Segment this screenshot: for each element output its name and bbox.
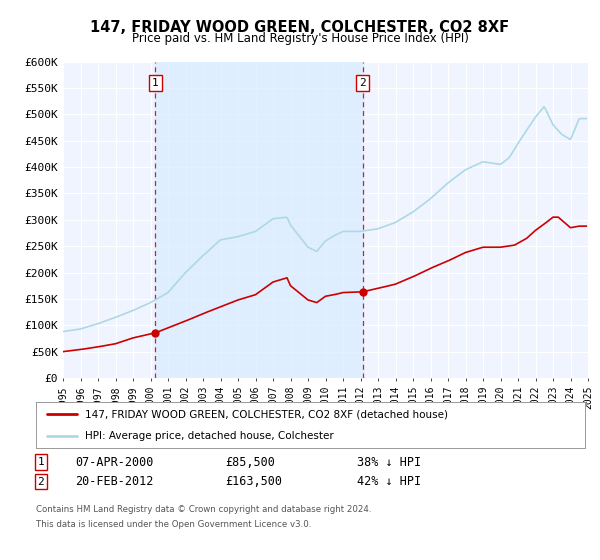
Text: 1: 1 [37,457,44,467]
Text: £163,500: £163,500 [225,475,282,488]
Text: 1: 1 [152,78,158,88]
Text: Contains HM Land Registry data © Crown copyright and database right 2024.: Contains HM Land Registry data © Crown c… [36,505,371,514]
Text: Price paid vs. HM Land Registry's House Price Index (HPI): Price paid vs. HM Land Registry's House … [131,32,469,45]
Text: HPI: Average price, detached house, Colchester: HPI: Average price, detached house, Colc… [85,431,334,441]
Text: 38% ↓ HPI: 38% ↓ HPI [357,455,421,469]
Text: 147, FRIDAY WOOD GREEN, COLCHESTER, CO2 8XF (detached house): 147, FRIDAY WOOD GREEN, COLCHESTER, CO2 … [85,409,448,419]
Bar [155,62,363,378]
Text: 2: 2 [359,78,366,88]
Text: 147, FRIDAY WOOD GREEN, COLCHESTER, CO2 8XF: 147, FRIDAY WOOD GREEN, COLCHESTER, CO2 … [91,20,509,35]
Text: 42% ↓ HPI: 42% ↓ HPI [357,475,421,488]
Text: £85,500: £85,500 [225,455,275,469]
Text: This data is licensed under the Open Government Licence v3.0.: This data is licensed under the Open Gov… [36,520,311,529]
Text: 2: 2 [37,477,44,487]
Text: 07-APR-2000: 07-APR-2000 [75,455,154,469]
Text: 20-FEB-2012: 20-FEB-2012 [75,475,154,488]
